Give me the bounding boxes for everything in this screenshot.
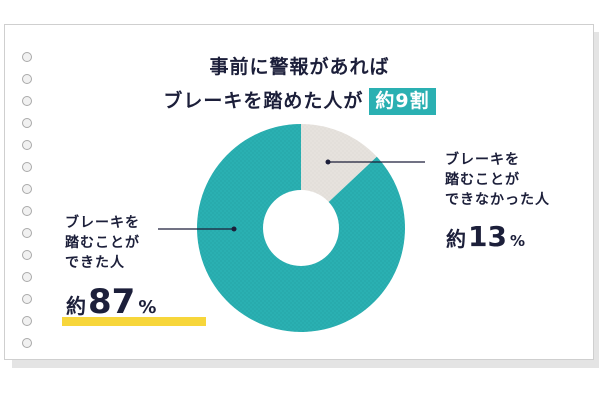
percent-unit: % — [138, 297, 157, 318]
binder-hole — [22, 96, 32, 106]
percent-unit: % — [509, 232, 525, 250]
binder-hole — [22, 140, 32, 150]
label-line: 踏むことが — [445, 172, 520, 188]
binder-hole — [22, 338, 32, 348]
percent-number: 87 — [88, 282, 136, 322]
percent-could-not-brake: 約13% — [446, 220, 525, 253]
title-line-2-text: ブレーキを踏めた人が — [163, 90, 364, 112]
binder-hole — [22, 294, 32, 304]
label-could-brake: ブレーキを 踏むことが できた人 — [65, 213, 140, 273]
donut-hole — [263, 190, 339, 266]
title-line-1: 事前に警報があれば — [209, 56, 390, 78]
binder-hole — [22, 184, 32, 194]
binder-hole — [22, 52, 32, 62]
binder-hole — [22, 228, 32, 238]
binder-hole — [22, 206, 32, 216]
binder-hole — [22, 74, 32, 84]
binder-hole — [22, 118, 32, 128]
percent-number: 13 — [468, 220, 507, 253]
label-line: ブレーキを — [65, 215, 140, 231]
percent-prefix: 約 — [66, 294, 86, 318]
leader-dot-left — [231, 226, 237, 232]
title-line-2: ブレーキを踏めた人が 約9割 — [0, 86, 599, 115]
label-line: できなかった人 — [445, 192, 550, 208]
binder-hole — [22, 316, 32, 326]
highlight-underline — [62, 317, 206, 326]
label-line: 踏むことが — [65, 235, 140, 251]
label-line: できた人 — [65, 255, 125, 271]
title-highlight: 約9割 — [369, 88, 436, 115]
percent-could-brake: 約87% — [66, 282, 156, 322]
label-could-not-brake: ブレーキを 踏むことが できなかった人 — [445, 150, 550, 210]
percent-prefix: 約 — [446, 227, 466, 251]
binder-hole — [22, 250, 32, 260]
binder-hole — [22, 272, 32, 282]
label-line: ブレーキを — [445, 152, 520, 168]
leader-dot-right — [325, 159, 331, 165]
binder-hole — [22, 162, 32, 172]
